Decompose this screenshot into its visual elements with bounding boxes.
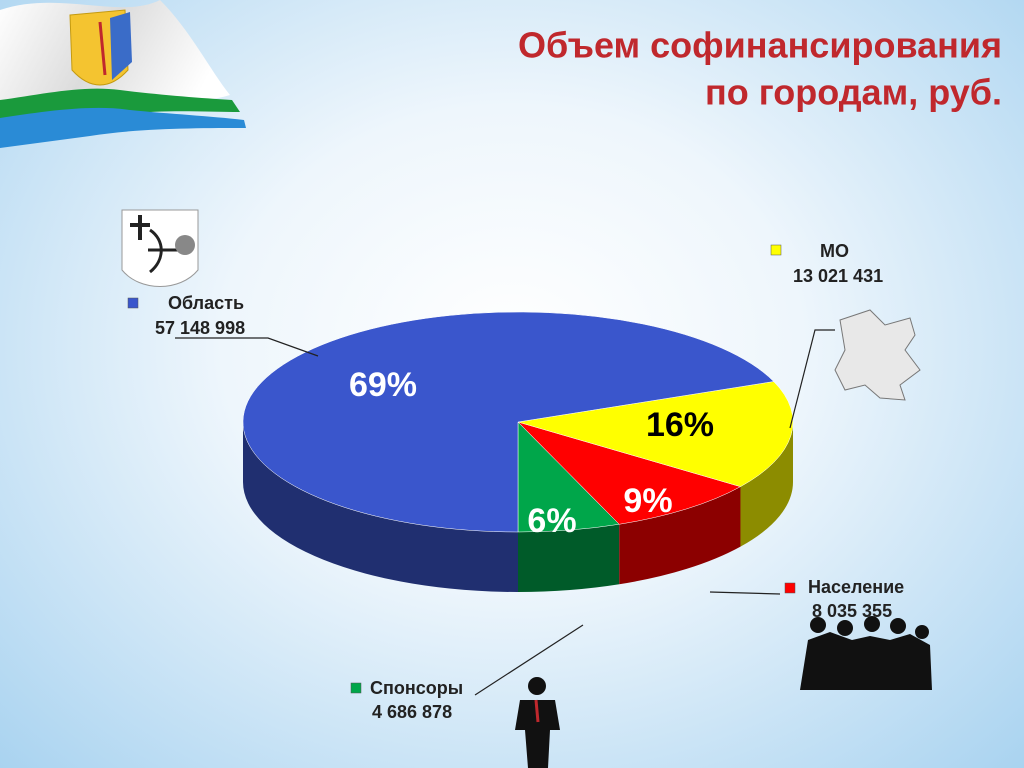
legend-amount: 8 035 355 [812,601,892,621]
businessman-silhouette [515,677,560,768]
legend-marker [784,582,796,594]
legend-marker [770,244,782,256]
legend-label: Область [168,293,244,313]
legend-label: Спонсоры [370,678,463,698]
slice [517,421,742,525]
slice-side [518,524,620,592]
legend-amount: 4 686 878 [372,702,452,722]
value-label: 69% [349,366,417,404]
value-label: 6% [527,502,576,540]
slice-side [243,422,518,592]
legend-marker [127,297,139,309]
legend-marker [350,682,362,694]
slice [242,311,775,533]
chart-title: Объем софинансирования [518,25,1002,66]
crowd-silhouette [800,616,932,690]
pie [242,311,794,592]
chart-title: по городам, руб. [705,72,1002,113]
legend-amount: 13 021 431 [793,266,883,286]
legend-label: МО [820,241,849,261]
value-label: 9% [623,482,672,520]
slice-side [740,422,793,547]
slice-side [619,486,741,585]
region-map [834,309,921,401]
coat-of-arms [121,209,199,287]
leader-lines [175,329,835,696]
legend-amount: 57 148 998 [155,318,245,338]
slice [517,381,794,487]
flag [0,0,246,148]
legend-label: Население [808,577,904,597]
value-label: 16% [646,406,714,444]
